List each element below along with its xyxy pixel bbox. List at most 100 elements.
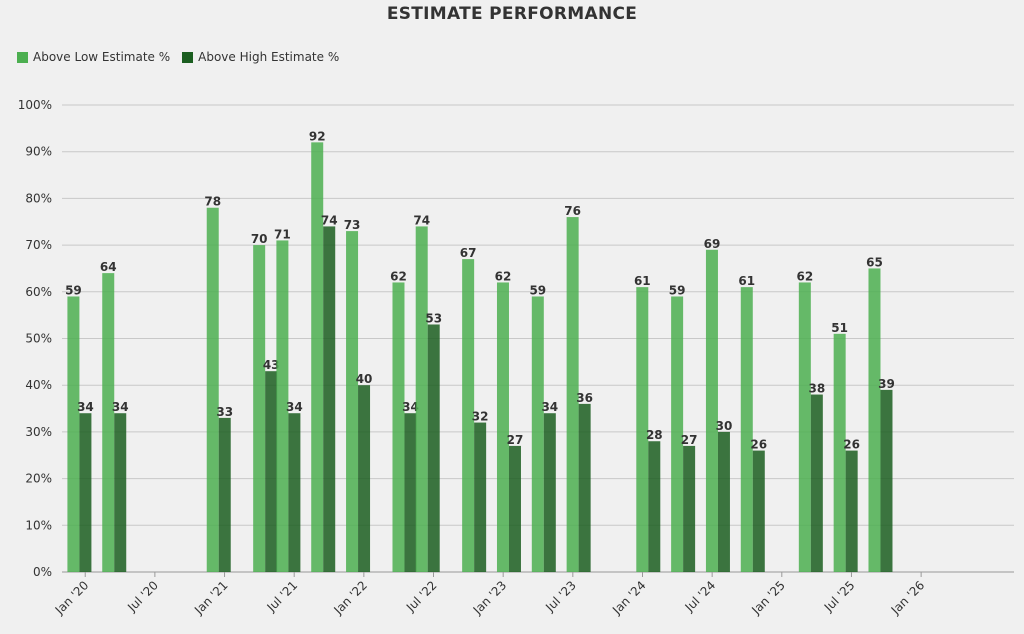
bar-above-high[interactable]: [752, 450, 765, 572]
x-tick-label: Jul '24: [682, 578, 719, 615]
bar-above-low[interactable]: [392, 282, 405, 572]
bar-value-label: 34: [541, 400, 558, 414]
bar-above-high[interactable]: [845, 450, 858, 572]
bar-value-label: 34: [112, 400, 129, 414]
bar-above-high[interactable]: [543, 413, 556, 572]
legend-item-low[interactable]: Above Low Estimate %: [17, 50, 170, 64]
y-tick-label: 0%: [33, 565, 52, 579]
bar-value-label: 39: [878, 377, 895, 391]
bar-above-high[interactable]: [578, 403, 591, 572]
bar-above-low[interactable]: [206, 207, 219, 573]
bar-above-high[interactable]: [288, 413, 301, 572]
bar-value-label: 28: [646, 428, 663, 442]
bar-above-high[interactable]: [218, 417, 231, 572]
bar-above-high[interactable]: [508, 445, 521, 572]
x-tick-label: Jan '22: [330, 578, 370, 618]
legend-swatch-low: [17, 51, 28, 63]
bar-above-low[interactable]: [868, 268, 881, 572]
y-tick-label: 70%: [25, 238, 52, 252]
bar-value-label: 71: [274, 227, 291, 241]
bar-above-high[interactable]: [79, 413, 92, 572]
bar-above-low[interactable]: [253, 245, 266, 572]
y-tick-label: 90%: [25, 145, 52, 159]
bar-above-low[interactable]: [496, 282, 509, 572]
bar-above-low[interactable]: [705, 249, 718, 572]
bar-value-label: 27: [507, 433, 524, 447]
y-tick-label: 60%: [25, 285, 52, 299]
bar-value-label: 92: [309, 129, 326, 143]
bar-above-low[interactable]: [566, 217, 579, 572]
bar-value-label: 51: [831, 321, 848, 335]
bar-value-label: 30: [716, 419, 733, 433]
bar-value-label: 62: [796, 269, 813, 283]
bar-value-label: 38: [808, 382, 825, 396]
bar-value-label: 36: [576, 391, 593, 405]
x-tick-label: Jan '24: [609, 578, 649, 618]
bar-value-label: 59: [529, 283, 546, 297]
legend-swatch-high: [182, 51, 194, 63]
bar-above-low[interactable]: [346, 231, 359, 572]
bar-value-label: 34: [77, 400, 94, 414]
bar-value-label: 73: [344, 218, 361, 232]
bar-value-label: 78: [204, 195, 221, 209]
bar-above-low[interactable]: [102, 273, 115, 572]
bar-above-high[interactable]: [427, 324, 440, 572]
bar-value-label: 34: [286, 400, 303, 414]
bar-value-label: 33: [216, 405, 233, 419]
bar-above-low[interactable]: [833, 333, 846, 572]
bar-above-high[interactable]: [880, 389, 893, 572]
bar-above-high[interactable]: [323, 226, 336, 573]
bar-above-high[interactable]: [358, 385, 371, 572]
bar-value-label: 61: [738, 274, 755, 288]
bar-value-label: 26: [843, 438, 860, 452]
bar-value-label: 27: [681, 433, 698, 447]
bar-value-label: 64: [100, 260, 117, 274]
legend: Above Low Estimate % Above High Estimate…: [17, 50, 339, 64]
bar-value-label: 59: [65, 283, 82, 297]
bar-value-label: 76: [564, 204, 581, 218]
x-tick-label: Jul '20: [124, 578, 161, 615]
x-tick-label: Jan '21: [191, 578, 231, 618]
bar-value-label: 43: [263, 358, 280, 372]
bar-above-high[interactable]: [683, 445, 696, 572]
x-tick-label: Jan '25: [748, 578, 788, 618]
y-tick-label: 80%: [25, 191, 52, 205]
bar-above-low[interactable]: [276, 240, 289, 572]
bar-above-low[interactable]: [67, 296, 80, 572]
bar-above-low[interactable]: [531, 296, 544, 572]
bar-above-low[interactable]: [415, 226, 428, 573]
bar-value-label: 32: [472, 410, 489, 424]
bar-value-label: 40: [356, 372, 373, 386]
y-tick-label: 30%: [25, 425, 52, 439]
bar-value-label: 59: [669, 283, 686, 297]
x-tick-label: Jul '25: [821, 578, 858, 615]
bar-value-label: 65: [866, 255, 883, 269]
bar-above-high[interactable]: [474, 422, 487, 572]
bar-above-high[interactable]: [810, 394, 823, 572]
bar-above-low[interactable]: [636, 287, 649, 572]
bar-value-label: 69: [704, 237, 721, 251]
bar-value-label: 53: [425, 311, 442, 325]
bar-above-high[interactable]: [265, 371, 278, 572]
bar-above-low[interactable]: [671, 296, 684, 572]
y-tick-label: 10%: [25, 518, 52, 532]
y-tick-label: 50%: [25, 332, 52, 346]
bar-value-label: 67: [460, 246, 477, 260]
bar-above-high[interactable]: [717, 431, 730, 572]
bar-above-high[interactable]: [404, 413, 417, 572]
bar-above-low[interactable]: [798, 282, 811, 572]
bar-above-low[interactable]: [740, 287, 753, 572]
y-tick-label: 20%: [25, 472, 52, 486]
bar-above-low[interactable]: [311, 142, 324, 573]
bar-value-label: 74: [413, 213, 430, 227]
legend-item-high[interactable]: Above High Estimate %: [182, 50, 339, 64]
y-tick-label: 40%: [25, 378, 52, 392]
x-tick-label: Jan '26: [888, 578, 928, 618]
y-tick-label: 100%: [18, 98, 52, 112]
bar-value-label: 34: [402, 400, 419, 414]
bar-value-label: 74: [321, 213, 338, 227]
bar-above-high[interactable]: [114, 413, 127, 572]
bar-above-high[interactable]: [648, 441, 661, 572]
bar-above-low[interactable]: [462, 259, 475, 572]
bar-value-label: 70: [251, 232, 268, 246]
